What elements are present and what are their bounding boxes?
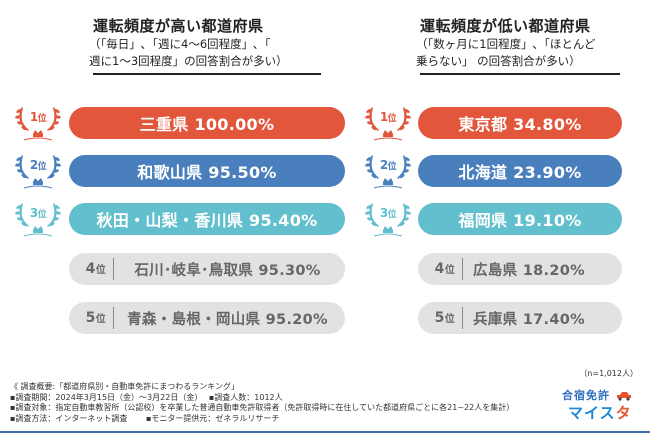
laurel-rank-2-icon: 2位 bbox=[364, 149, 412, 193]
rank-4-label: 4位 bbox=[85, 261, 106, 277]
rank-separator bbox=[113, 307, 114, 329]
laurel-rank-2-icon: 2位 bbox=[14, 149, 62, 193]
left-panel-subtitle-line1: （「毎日」､「週に4〜6回程度」､「 bbox=[89, 37, 271, 51]
rank-5-text: 兵庫県 17.40% bbox=[473, 311, 585, 328]
bottom-divider bbox=[0, 431, 650, 433]
laurel-rank-3-label: 3位 bbox=[379, 206, 397, 220]
ranking-bar-5: 5位 兵庫県 17.40% bbox=[418, 302, 622, 334]
ranking-bar-3: 福岡県 19.10% bbox=[418, 203, 622, 235]
ranking-bar-4: 4位 石川･岐阜･鳥取県 95.30% bbox=[69, 253, 345, 285]
laurel-rank-3-icon: 3位 bbox=[364, 197, 412, 241]
left-panel-header: 運転頻度が高い都道府県 （「毎日」､「週に4〜6回程度」､「 週に1〜3回程度」… bbox=[89, 16, 321, 75]
rank-5-label: 5位 bbox=[85, 310, 106, 326]
brand-logo: 合宿免許 マイスター bbox=[562, 387, 642, 433]
left-panel-underline bbox=[93, 73, 321, 75]
right-panel-subtitle-line1: （「数ヶ月に1回程度」､「ほとんど bbox=[416, 37, 596, 51]
laurel-rank-3-label: 3位 bbox=[29, 206, 47, 220]
laurel-rank-1-icon: 1位 bbox=[14, 101, 62, 145]
sample-size: （n=1,012人） bbox=[579, 369, 638, 378]
survey-notes: 《 調査概要:「都道府県別・自動車免許にまつわるランキング」 ▪調査期間：202… bbox=[10, 382, 514, 424]
right-panel-title: 運転頻度が低い都道府県 bbox=[420, 17, 591, 35]
ranking-bar-1: 東京都 34.80% bbox=[418, 107, 622, 139]
ranking-bar-2: 和歌山県 95.50% bbox=[69, 155, 345, 187]
laurel-rank-2-label: 2位 bbox=[379, 158, 397, 172]
rank-4-text: 石川･岐阜･鳥取県 95.30% bbox=[134, 262, 321, 279]
rank-5-label: 5位 bbox=[434, 310, 455, 326]
ranking-bar-2: 北海道 23.90% bbox=[418, 155, 622, 187]
ranking-bar-5: 5位 青森・島根・岡山県 95.20% bbox=[69, 302, 345, 334]
survey-note-line: ▪調査方法：インターネット調査 ▪モニター提供元：ゼネラルリサーチ bbox=[10, 413, 280, 423]
ranking-bar-1: 三重県 100.00% bbox=[69, 107, 345, 139]
ranking-bar-3: 秋田・山梨・香川県 95.40% bbox=[69, 203, 345, 235]
survey-note-line: ▪調査期間：2024年3月15日（金）〜3月22日（金） ▪調査人数：1012人 bbox=[10, 392, 283, 402]
survey-note-line: 《 調査概要:「都道府県別・自動車免許にまつわるランキング」 bbox=[10, 382, 239, 391]
logo-bottom-text: マイスター bbox=[568, 404, 632, 433]
left-panel-subtitle-line2: 週に1〜3回程度」の回答割合が多い） bbox=[89, 54, 288, 68]
ranking-bar-4: 4位 広島県 18.20% bbox=[418, 253, 622, 285]
laurel-rank-1-icon: 1位 bbox=[364, 101, 412, 145]
right-panel-header: 運転頻度が低い都道府県 （「数ヶ月に1回程度」､「ほとんど 乗らない」 の回答割… bbox=[416, 16, 620, 75]
laurel-rank-1-label: 1位 bbox=[29, 110, 47, 124]
left-panel-title: 運転頻度が高い都道府県 bbox=[93, 17, 264, 35]
car-icon bbox=[616, 392, 631, 401]
rank-4-label: 4位 bbox=[434, 261, 455, 277]
logo-top-text: 合宿免許 bbox=[562, 387, 642, 403]
rank-4-text: 広島県 18.20% bbox=[473, 262, 585, 279]
laurel-rank-2-label: 2位 bbox=[29, 158, 47, 172]
rank-5-text: 青森・島根・岡山県 95.20% bbox=[127, 311, 328, 328]
laurel-rank-3-icon: 3位 bbox=[14, 197, 62, 241]
rank-separator bbox=[462, 307, 463, 329]
laurel-rank-1-label: 1位 bbox=[379, 110, 397, 124]
right-panel-subtitle-line2: 乗らない」 の回答割合が多い） bbox=[416, 54, 581, 68]
rank-separator bbox=[462, 258, 463, 280]
rank-separator bbox=[113, 258, 114, 280]
right-panel-underline bbox=[420, 73, 620, 75]
survey-note-line: ▪調査対象：指定自動車教習所（公認校）を卒業した普通自動車免許取得者（免許取得時… bbox=[10, 403, 515, 412]
